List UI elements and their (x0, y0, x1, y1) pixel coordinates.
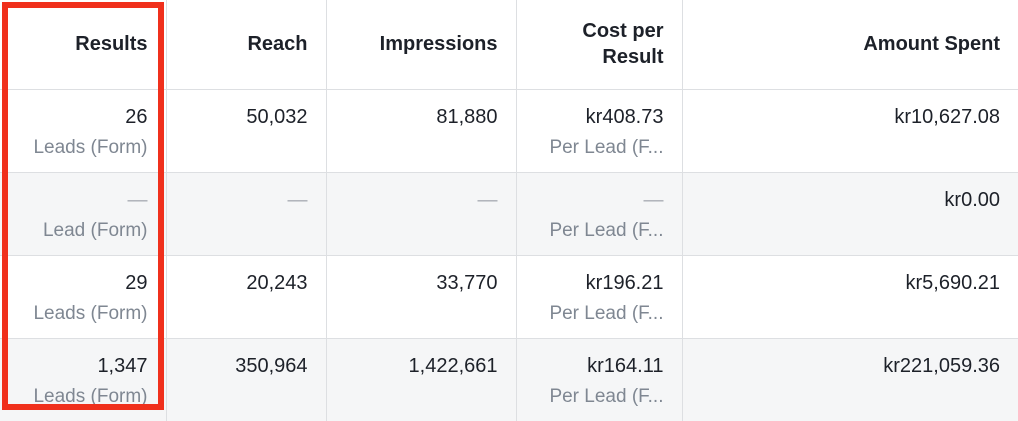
impressions-value: 1,422,661 (408, 354, 498, 377)
results-type: Leads (Form) (33, 302, 148, 324)
reach-value: 20,243 (246, 271, 308, 294)
header-cost-per-result-line1: Cost per (582, 20, 664, 43)
cell-cost-per-result: kr408.73 Per Lead (F... (516, 89, 683, 173)
cost-value: kr196.21 (585, 271, 664, 294)
impressions-value: 33,770 (436, 271, 498, 294)
header-impressions-label: Impressions (379, 33, 498, 56)
results-value: 1,347 (97, 354, 148, 377)
cell-reach: 20,243 (166, 255, 327, 339)
header-row: Results Reach Impressions Cost per Resul… (0, 0, 1018, 90)
reach-value: — (287, 188, 308, 211)
table-row: 26 Leads (Form) 50,032 81,880 kr408.73 P… (0, 89, 1018, 173)
cell-reach: — (166, 172, 327, 256)
cell-results: 1,347 Leads (Form) (0, 338, 167, 421)
header-amount-spent[interactable]: Amount Spent (682, 0, 1018, 90)
cell-cost-per-result: kr196.21 Per Lead (F... (516, 255, 683, 339)
cell-reach: 50,032 (166, 89, 327, 173)
header-cost-per-result-line2: Result (602, 46, 664, 69)
results-value: 26 (125, 105, 148, 128)
results-type: Leads (Form) (33, 385, 148, 407)
reach-value: 350,964 (235, 354, 308, 377)
reach-value: 50,032 (246, 105, 308, 128)
cell-impressions: 1,422,661 (326, 338, 517, 421)
cell-impressions: 33,770 (326, 255, 517, 339)
cell-cost-per-result: — Per Lead (F... (516, 172, 683, 256)
cell-cost-per-result: kr164.11 Per Lead (F... (516, 338, 683, 421)
cost-value: — (643, 188, 664, 211)
table-row: 1,347 Leads (Form) 350,964 1,422,661 kr1… (0, 338, 1018, 421)
cell-results: 29 Leads (Form) (0, 255, 167, 339)
cell-amount-spent: kr0.00 (682, 172, 1018, 256)
amount-value: kr221,059.36 (883, 354, 1000, 377)
cell-results: — Lead (Form) (0, 172, 167, 256)
cell-amount-spent: kr10,627.08 (682, 89, 1018, 173)
amount-value: kr5,690.21 (905, 271, 1000, 294)
cost-value: kr164.11 (587, 354, 664, 377)
cell-impressions: 81,880 (326, 89, 517, 173)
amount-value: kr10,627.08 (894, 105, 1000, 128)
cost-value: kr408.73 (585, 105, 664, 128)
header-impressions[interactable]: Impressions (326, 0, 517, 90)
header-amount-spent-label: Amount Spent (863, 33, 1000, 56)
cost-type: Per Lead (F... (549, 219, 664, 241)
header-results[interactable]: Results (0, 0, 167, 90)
cost-type: Per Lead (F... (549, 385, 664, 407)
header-reach[interactable]: Reach (166, 0, 327, 90)
results-value: 29 (125, 271, 148, 294)
results-value: — (127, 188, 148, 211)
table-row: 29 Leads (Form) 20,243 33,770 kr196.21 P… (0, 255, 1018, 339)
cost-type: Per Lead (F... (549, 302, 664, 324)
cell-impressions: — (326, 172, 517, 256)
results-type: Lead (Form) (42, 219, 148, 241)
impressions-value: 81,880 (436, 105, 498, 128)
cell-reach: 350,964 (166, 338, 327, 421)
cost-type: Per Lead (F... (549, 136, 664, 158)
impressions-value: — (477, 188, 498, 211)
table-row: — Lead (Form) — — — Per Lead (F... kr0.0… (0, 172, 1018, 256)
results-type: Leads (Form) (33, 136, 148, 158)
amount-value: kr0.00 (944, 188, 1000, 211)
cell-amount-spent: kr221,059.36 (682, 338, 1018, 421)
header-reach-label: Reach (247, 33, 308, 56)
cell-results: 26 Leads (Form) (0, 89, 167, 173)
cell-amount-spent: kr5,690.21 (682, 255, 1018, 339)
header-cost-per-result[interactable]: Cost per Result (516, 0, 683, 90)
header-results-label: Results (75, 33, 148, 56)
